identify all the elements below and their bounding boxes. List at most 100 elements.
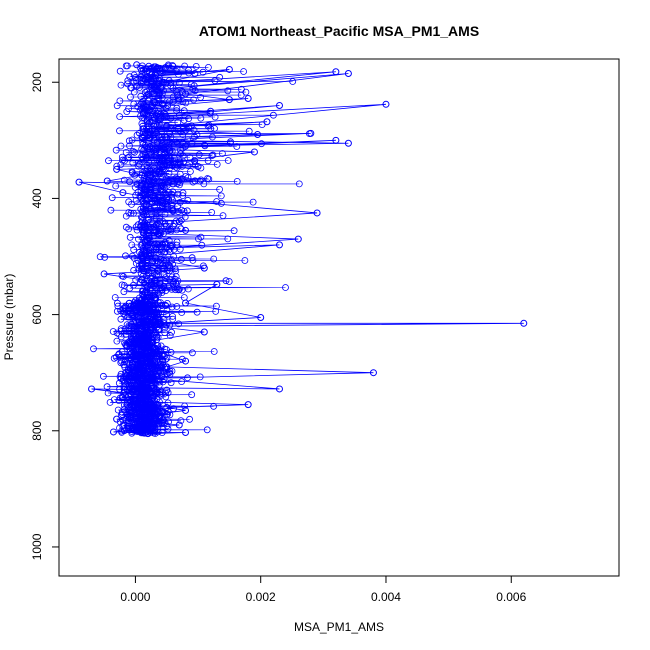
data-point [162,104,170,112]
data-point [169,98,177,106]
data-point [115,397,123,405]
data-point [137,429,145,437]
data-point [147,83,155,90]
data-point [178,355,186,363]
data-point [157,369,165,377]
data-point [165,169,173,177]
data-point [117,142,125,150]
data-point [158,286,166,294]
data-point [113,162,121,170]
data-series [75,61,528,438]
data-point [126,178,134,186]
data-point [193,308,201,316]
data-point [224,157,232,164]
data-point [172,67,180,75]
data-point [150,90,158,98]
data-point [152,279,160,287]
data-point [151,257,159,265]
data-point [207,125,215,133]
data-point [159,230,167,238]
data-point [153,390,161,398]
data-point [250,148,258,156]
data-point [179,89,187,96]
y-tick-label: 1000 [30,533,44,560]
data-point [191,157,199,165]
data-point [150,86,158,94]
data-point [168,328,175,336]
data-point [103,383,111,391]
data-point [155,309,163,317]
data-point [120,273,127,280]
data-point [168,256,176,264]
chart-title: ATOM1 Northeast_Pacific MSA_PM1_AMS [199,23,479,39]
data-point [96,253,104,261]
data-point [139,66,147,74]
data-point [116,67,124,75]
data-point [175,421,183,429]
data-point [195,235,202,243]
data-point [100,372,107,380]
data-point [177,225,185,233]
data-point [125,137,133,145]
data-point [382,100,390,108]
data-point [124,77,132,85]
data-point [121,325,129,333]
data-point [177,255,185,263]
data-point [120,383,128,391]
data-point [133,341,141,349]
data-point [107,206,115,214]
data-point [182,429,190,437]
data-point [182,406,190,414]
data-point [344,70,352,78]
data-point [132,74,140,81]
data-point [156,116,164,124]
data-point [197,164,205,172]
data-point [179,189,187,197]
data-point [245,127,253,135]
data-point [159,262,167,269]
data-point [126,142,133,150]
data-point [169,62,176,69]
data-point [163,311,170,319]
data-point [210,255,218,263]
data-point [122,252,129,260]
data-point [118,358,126,365]
data-point [140,146,148,154]
data-point [138,133,146,141]
data-point [174,139,181,147]
data-point [242,88,250,96]
data-point [141,429,149,437]
data-point [224,235,232,243]
data-point [197,114,205,122]
data-point [213,160,221,168]
data-point [369,369,377,377]
data-point [179,139,187,147]
data-point [166,411,174,419]
data-point [200,180,208,188]
data-point [174,277,182,285]
data-point [145,310,153,318]
data-point [181,402,189,410]
data-point [186,168,194,175]
data-point [173,92,181,99]
data-point [155,381,163,389]
data-point [138,145,146,153]
data-point [244,95,252,102]
data-point [189,256,197,264]
data-point [313,209,321,217]
data-point [257,314,265,321]
data-point [132,423,140,431]
data-point [210,402,218,410]
data-point [122,212,130,220]
data-point [142,168,150,176]
data-point [149,303,157,311]
data-point [182,357,190,365]
data-point [213,280,221,288]
data-point [113,102,121,110]
data-point [178,286,186,294]
x-tick-label: 0.000 [120,590,150,604]
data-point [182,99,190,107]
data-point [145,249,153,257]
data-point [275,101,283,109]
data-point [204,64,212,71]
